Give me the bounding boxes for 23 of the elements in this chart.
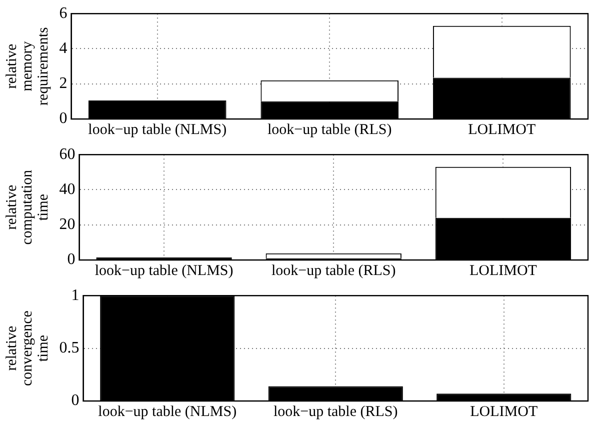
y-axis-title: relative computation time	[4, 169, 52, 245]
y-tick-label: 0	[59, 110, 68, 128]
y-tick-label: 2	[59, 75, 68, 92]
y-tick-label: 0	[67, 251, 76, 268]
y-tick-label: 40	[59, 180, 76, 198]
y-tick-label: 6	[59, 4, 68, 22]
x-tick-label: LOLIMOT	[469, 262, 537, 279]
y-axis-title: relative memory requirements	[4, 26, 52, 106]
x-tick-label: look−up table (NLMS)	[98, 404, 237, 420]
x-tick-label: LOLIMOT	[468, 122, 536, 138]
y-tick-label: 4	[59, 40, 68, 57]
y-tick-label: 0.5	[59, 340, 80, 357]
y-tick-label: 60	[59, 146, 76, 163]
y-tick-label: 1	[71, 286, 80, 304]
x-tick-label: look−up table (RLS)	[273, 404, 398, 420]
x-tick-label: look−up table (NLMS)	[88, 122, 227, 138]
x-tick-label: LOLIMOT	[470, 404, 538, 420]
y-tick-label: 20	[59, 216, 76, 234]
x-tick-label: look−up table (RLS)	[271, 262, 396, 279]
y-axis-title: relative convergence time	[4, 310, 52, 386]
x-tick-label: look−up table (NLMS)	[94, 262, 234, 279]
y-tick-label: 0	[71, 392, 80, 410]
x-tick-label: look−up table (RLS)	[267, 122, 392, 138]
